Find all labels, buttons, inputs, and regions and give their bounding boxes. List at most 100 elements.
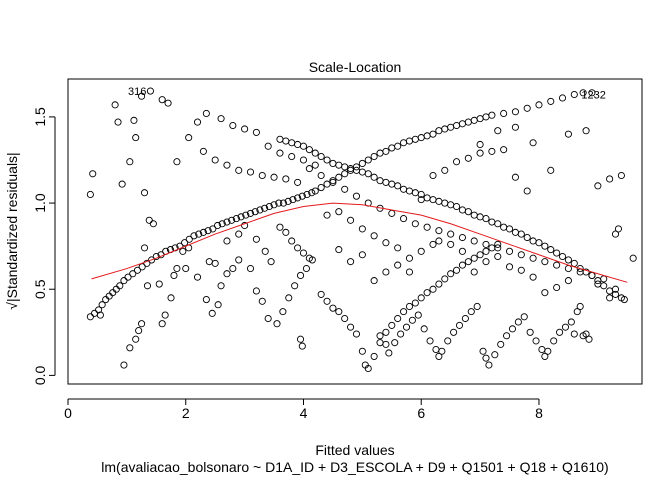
data-point xyxy=(241,125,249,133)
data-point xyxy=(394,314,402,323)
data-point xyxy=(284,197,292,205)
data-point xyxy=(181,239,189,247)
data-point xyxy=(470,254,478,262)
data-point xyxy=(500,223,508,231)
data-point xyxy=(482,354,490,362)
data-point xyxy=(447,230,455,238)
data-point xyxy=(376,339,384,347)
data-point xyxy=(494,244,502,252)
data-point xyxy=(335,308,343,316)
data-point xyxy=(311,161,319,169)
data-point xyxy=(532,337,540,345)
data-point xyxy=(279,199,288,207)
data-point xyxy=(564,256,572,264)
data-point xyxy=(241,221,249,230)
data-point xyxy=(376,332,384,340)
data-point xyxy=(140,244,149,252)
data-point xyxy=(218,220,226,228)
data-point xyxy=(341,185,349,193)
data-point xyxy=(488,147,496,155)
data-point xyxy=(358,225,366,233)
data-point xyxy=(570,330,578,338)
data-point xyxy=(482,215,490,223)
data-point xyxy=(229,264,237,273)
data-point xyxy=(138,263,146,271)
data-point xyxy=(394,261,402,269)
data-point xyxy=(329,178,337,186)
data-point xyxy=(458,120,466,128)
data-point xyxy=(564,264,572,273)
data-point xyxy=(491,351,499,359)
data-point xyxy=(358,251,366,259)
data-point xyxy=(267,258,275,266)
data-point xyxy=(126,344,134,352)
data-point xyxy=(323,297,331,305)
data-point xyxy=(476,213,484,221)
data-point xyxy=(576,264,584,273)
data-point xyxy=(435,127,443,135)
data-point xyxy=(294,244,302,252)
data-point xyxy=(517,230,525,238)
data-point xyxy=(514,318,522,326)
data-point xyxy=(204,227,212,235)
data-point xyxy=(488,111,496,119)
data-point xyxy=(464,258,472,266)
data-point xyxy=(497,340,505,348)
data-point xyxy=(523,104,531,112)
data-point xyxy=(594,182,602,190)
data-point xyxy=(335,208,343,216)
data-point xyxy=(488,244,496,252)
data-point xyxy=(553,249,561,257)
data-point xyxy=(185,235,193,243)
point-label: 1232 xyxy=(581,90,605,102)
data-point xyxy=(298,342,306,350)
data-point xyxy=(464,118,472,126)
data-point xyxy=(341,314,349,323)
y-tick-label: 0.0 xyxy=(32,365,48,385)
data-point xyxy=(452,121,461,130)
data-point xyxy=(517,266,525,274)
data-point xyxy=(541,242,549,250)
data-point xyxy=(435,237,443,245)
data-point xyxy=(388,321,396,329)
data-point xyxy=(606,175,614,183)
data-point xyxy=(420,325,428,333)
data-point xyxy=(305,254,313,262)
data-point xyxy=(282,137,290,145)
data-point xyxy=(205,258,213,266)
data-point xyxy=(438,347,446,355)
data-point xyxy=(146,87,154,95)
data-point xyxy=(488,218,496,226)
data-point xyxy=(251,208,259,216)
data-point xyxy=(505,263,514,271)
data-point xyxy=(296,335,305,343)
data-point xyxy=(523,187,531,195)
data-point xyxy=(135,327,143,335)
data-point xyxy=(564,130,572,138)
plot-box xyxy=(67,78,643,385)
data-point xyxy=(382,328,390,336)
data-point xyxy=(237,213,245,221)
data-point xyxy=(335,173,343,181)
data-point xyxy=(561,323,570,331)
data-point xyxy=(317,152,325,161)
data-point xyxy=(538,345,546,354)
data-point xyxy=(199,228,207,236)
data-point xyxy=(294,178,302,186)
data-point xyxy=(450,328,458,336)
data-point xyxy=(158,96,166,104)
data-point xyxy=(382,268,390,276)
data-point xyxy=(485,361,493,369)
data-point xyxy=(579,332,587,340)
data-point xyxy=(417,294,425,302)
data-point xyxy=(308,189,316,197)
data-point xyxy=(329,304,337,312)
data-point xyxy=(458,261,466,269)
data-point xyxy=(370,152,378,161)
data-point xyxy=(482,113,490,121)
data-point xyxy=(553,261,561,269)
data-point xyxy=(223,161,231,169)
data-point xyxy=(129,270,137,278)
data-point xyxy=(388,144,396,152)
data-point xyxy=(299,156,308,164)
